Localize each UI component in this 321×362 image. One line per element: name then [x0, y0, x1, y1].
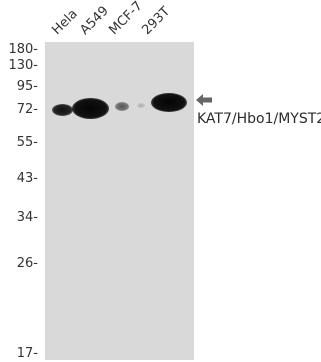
band-hela	[52, 104, 73, 116]
marker-180: 180-	[8, 42, 38, 57]
lane-label-a549: A549	[77, 3, 112, 39]
left-arrow-icon	[196, 94, 212, 106]
marker-130: 130-	[8, 58, 38, 73]
lane-label-hela: Hela	[49, 6, 81, 39]
marker-43: 43-	[16, 171, 38, 186]
marker-72: 72-	[16, 102, 38, 117]
marker-34: 34-	[16, 210, 38, 225]
marker-55: 55-	[16, 135, 38, 150]
band-293t	[151, 93, 187, 112]
target-protein-label: KAT7/Hbo1/MYST2	[197, 111, 321, 127]
band-a549	[72, 98, 109, 119]
band-mcf7-faint	[137, 103, 145, 108]
lane-label-mcf7: MCF-7	[106, 0, 146, 39]
marker-26: 26-	[16, 256, 38, 271]
marker-95: 95-	[16, 79, 38, 94]
marker-17: 17-	[16, 346, 38, 361]
blot-membrane	[45, 42, 194, 360]
band-mcf7	[115, 102, 129, 111]
